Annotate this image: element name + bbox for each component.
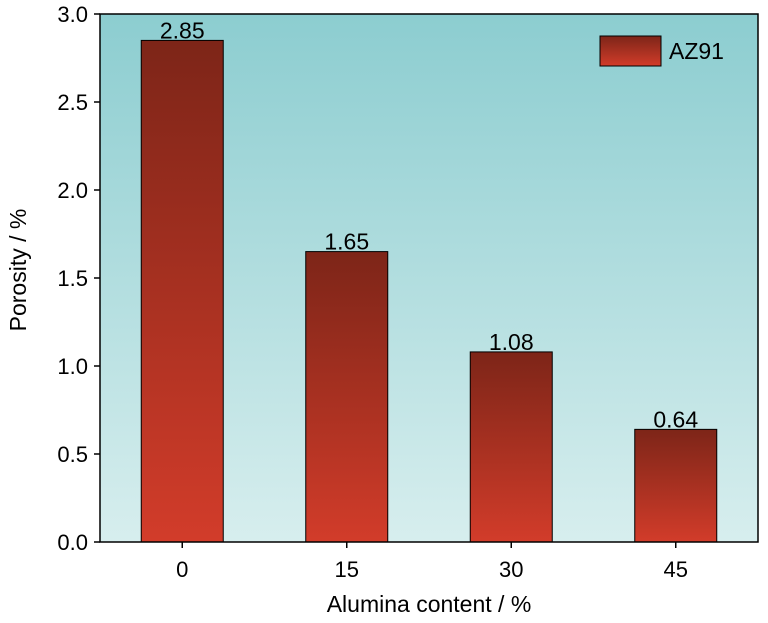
y-tick-label: 3.0 [57,2,88,27]
y-tick-label: 0.5 [57,442,88,467]
y-tick-label: 2.5 [57,90,88,115]
x-tick-label: 0 [176,557,188,582]
legend-label: AZ91 [669,38,724,64]
legend: AZ91 [599,35,724,67]
y-tick-label: 1.0 [57,354,88,379]
x-tick-label: 45 [664,557,688,582]
y-tick-label: 2.0 [57,178,88,203]
bars-layer [140,39,718,543]
y-axis-title: Porosity / % [5,209,31,332]
data-labels-layer: 2.85 1.65 1.08 0.64 [160,17,698,432]
y-tick-label: 1.5 [57,266,88,291]
x-axis-ticks: 0 15 30 45 [176,542,688,582]
data-label-45: 0.64 [653,406,698,432]
bar-30 [469,351,553,543]
bar-45 [634,428,718,543]
data-label-30: 1.08 [489,329,534,355]
x-tick-label: 15 [335,557,359,582]
x-axis-title: Alumina content / % [327,591,532,617]
y-tick-label: 0.0 [57,530,88,555]
y-axis-ticks: 0.0 0.5 1.0 1.5 2.0 2.5 3.0 [57,2,100,555]
data-label-0: 2.85 [160,17,205,43]
data-label-15: 1.65 [324,229,369,255]
bar-15 [305,251,389,543]
legend-swatch [599,35,662,67]
x-tick-label: 30 [499,557,523,582]
bar-0 [140,39,224,543]
